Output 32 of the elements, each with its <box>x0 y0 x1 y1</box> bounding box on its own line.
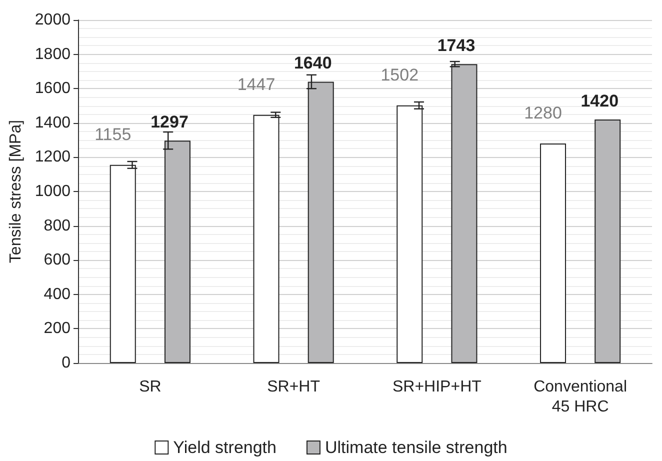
y-tick-label: 600 <box>44 252 71 269</box>
data-label: 1743 <box>437 36 476 56</box>
x-tick-label: SR+HT <box>267 378 320 396</box>
y-tick-label: 400 <box>44 286 71 303</box>
y-tick-label: 1800 <box>34 46 71 63</box>
x-tick-label: SR+HIP+HT <box>392 378 482 396</box>
y-tick-label: 2000 <box>34 12 71 28</box>
legend-label: Yield strength <box>173 438 276 457</box>
y-tick-label: 1200 <box>34 148 71 166</box>
bar <box>451 64 478 363</box>
data-label: 1502 <box>380 65 419 84</box>
y-axis-title: Tensile stress [MPa] <box>8 120 24 264</box>
bar <box>594 119 621 363</box>
data-label: 1155 <box>94 124 132 144</box>
y-tick-label: 1600 <box>34 80 71 98</box>
y-tick-label: 1000 <box>34 183 71 200</box>
data-label: 1420 <box>580 91 619 110</box>
data-label: 1640 <box>294 54 332 73</box>
y-tick-label: 0 <box>62 354 71 372</box>
data-label: 1280 <box>524 103 562 122</box>
bar <box>253 114 280 363</box>
x-tick-label: Conventional 45 HRC <box>534 378 628 416</box>
bar <box>396 105 423 363</box>
legend-label: Ultimate tensile strength <box>324 438 508 457</box>
bar <box>110 164 136 363</box>
data-label: 1447 <box>237 74 276 94</box>
y-tick-label: 800 <box>44 217 71 234</box>
y-tick-label: 200 <box>44 320 71 338</box>
x-tick-label: SR <box>139 378 162 396</box>
data-label: 1297 <box>150 112 188 132</box>
y-tick-label: 1400 <box>34 114 71 132</box>
bar <box>540 143 566 363</box>
